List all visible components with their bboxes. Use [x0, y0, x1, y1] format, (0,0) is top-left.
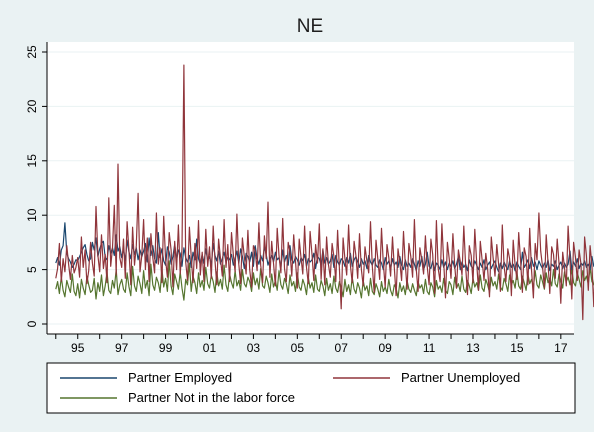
y-tick-label-0: 0	[25, 320, 39, 327]
x-tick-label-95: 95	[71, 341, 85, 355]
series-line-0	[55, 222, 594, 273]
chart-title: NE	[297, 16, 323, 37]
series-line-2	[55, 260, 594, 301]
x-tick-label-01: 01	[203, 341, 217, 355]
series-lines	[55, 64, 594, 321]
x-tick-label-13: 13	[466, 341, 480, 355]
x-tick-label-11: 11	[423, 341, 436, 355]
y-tick-label-10: 10	[25, 208, 39, 222]
x-tick-label-15: 15	[510, 341, 524, 355]
legend-label-not-in-labor-force: Partner Not in the labor force	[128, 390, 295, 405]
x-tick-label-97: 97	[115, 341, 129, 355]
legend: Partner Employed Partner Unemployed Part…	[46, 362, 576, 414]
x-tick-label-03: 03	[247, 341, 261, 355]
series-line-1	[55, 64, 594, 321]
x-tick-label-07: 07	[335, 341, 349, 355]
y-tick-label-15: 15	[25, 154, 39, 168]
y-ticks: 0 5 10 15 20 25	[25, 45, 47, 327]
x-ticks: 95 97 99 01 03 05 07 09 11 13 15 17	[55, 334, 568, 355]
x-tick-label-05: 05	[291, 341, 305, 355]
y-tick-label-25: 25	[25, 45, 39, 59]
y-tick-label-5: 5	[25, 266, 39, 273]
x-tick-label-17: 17	[554, 341, 568, 355]
x-tick-label-09: 09	[378, 341, 392, 355]
gridlines	[47, 51, 574, 325]
legend-box	[46, 362, 576, 414]
y-tick-label-20: 20	[25, 99, 39, 113]
axes	[46, 42, 574, 335]
x-tick-label-99: 99	[159, 341, 173, 355]
legend-label-unemployed: Partner Unemployed	[401, 370, 520, 385]
legend-label-employed: Partner Employed	[128, 370, 232, 385]
